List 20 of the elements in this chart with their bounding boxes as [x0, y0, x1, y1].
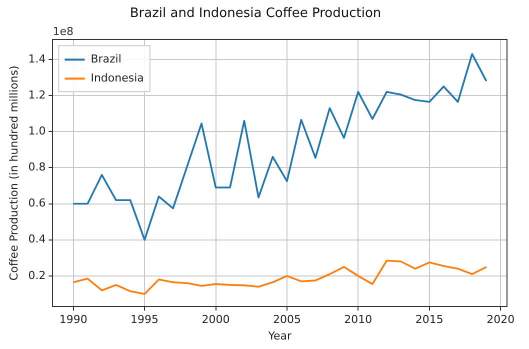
- x-tick-label: 2010: [344, 313, 372, 326]
- y-tick-label: 1.4: [28, 52, 46, 66]
- x-tick-label: 2000: [202, 313, 230, 326]
- y-tick-label: 0.4: [28, 232, 46, 246]
- chart-title: Brazil and Indonesia Coffee Production: [130, 6, 382, 22]
- y-tick-label: 0.2: [28, 268, 46, 282]
- x-tick-label: 1995: [130, 313, 159, 326]
- text: 1e8: [52, 24, 74, 38]
- x-tick-label: 1990: [59, 313, 88, 326]
- legend-label: Brazil: [90, 52, 122, 66]
- x-tick-label: 2005: [272, 313, 301, 326]
- y-tick-label: 1.2: [28, 88, 46, 102]
- y-axis-title: Coffee Production (in hundred millions): [7, 66, 20, 281]
- x-axis-title: Year: [267, 329, 292, 342]
- x-tick-label: 2015: [415, 313, 444, 326]
- x-tick-label: 2020: [486, 313, 515, 326]
- y-tick-label: 0.6: [28, 196, 46, 210]
- y-tick-label: 0.8: [28, 160, 46, 174]
- y-tick-label: 1.0: [28, 124, 46, 138]
- legend-label: Indonesia: [90, 71, 144, 84]
